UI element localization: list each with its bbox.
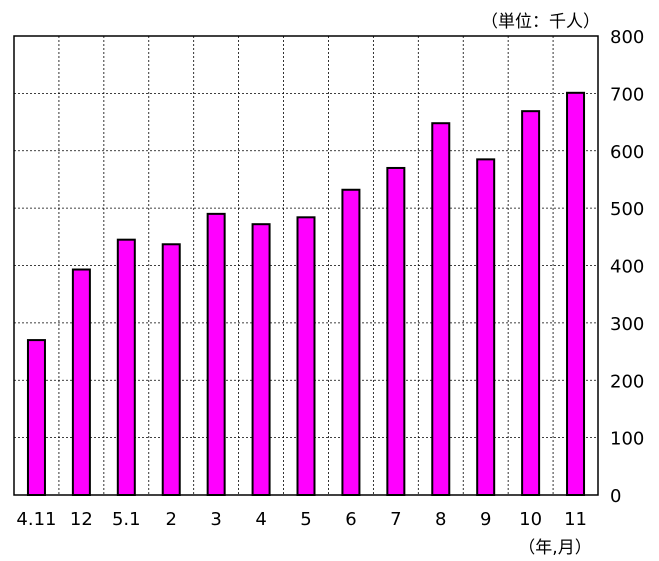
x-tick-label: 11	[564, 509, 587, 530]
bar-2	[161, 243, 181, 496]
x-tick-label: 12	[70, 509, 93, 530]
x-tick-label: 10	[519, 509, 542, 530]
y-tick-label: 300	[610, 314, 644, 335]
x-axis-tick-labels: 4.11 12 5.1 2 3 4 5 6 7 8 9 10 11	[16, 509, 587, 530]
bar-11	[566, 91, 586, 497]
bar-8	[431, 122, 451, 497]
y-axis-unit-label: （単位：千人）	[481, 12, 600, 32]
bar-10	[521, 110, 541, 496]
bar-4.11	[26, 339, 46, 496]
plot-area-frame	[13, 35, 599, 496]
x-tick-label: 9	[480, 509, 491, 530]
y-tick-label: 500	[610, 199, 644, 220]
bar-6	[341, 188, 361, 496]
x-tick-label: 8	[435, 509, 446, 530]
bar-12	[71, 268, 91, 496]
bar-5	[296, 216, 316, 496]
y-tick-label: 600	[610, 142, 644, 163]
x-tick-label: 5	[300, 509, 311, 530]
y-tick-label: 700	[610, 84, 644, 105]
x-tick-label: 4.11	[16, 509, 56, 530]
y-axis-tick-labels: 0 100 200 300 400 500 600 700 800	[610, 27, 644, 507]
x-tick-label: 5.1	[112, 509, 141, 530]
y-tick-label: 200	[610, 371, 644, 392]
x-axis-unit-label: （年,月）	[518, 538, 591, 558]
y-tick-label: 0	[610, 486, 621, 507]
x-tick-label: 7	[390, 509, 401, 530]
x-tick-label: 6	[345, 509, 356, 530]
y-tick-label: 100	[610, 429, 644, 450]
y-tick-label: 800	[610, 27, 644, 48]
bar-5.1	[116, 238, 136, 496]
y-tick-label: 400	[610, 257, 644, 278]
x-tick-label: 4	[255, 509, 266, 530]
bar-3	[206, 212, 226, 497]
bar-4	[251, 223, 271, 496]
bar-7	[386, 166, 406, 496]
x-tick-label: 3	[210, 509, 221, 530]
bars	[26, 91, 586, 497]
x-tick-label: 2	[166, 509, 177, 530]
bar-9	[476, 158, 496, 496]
